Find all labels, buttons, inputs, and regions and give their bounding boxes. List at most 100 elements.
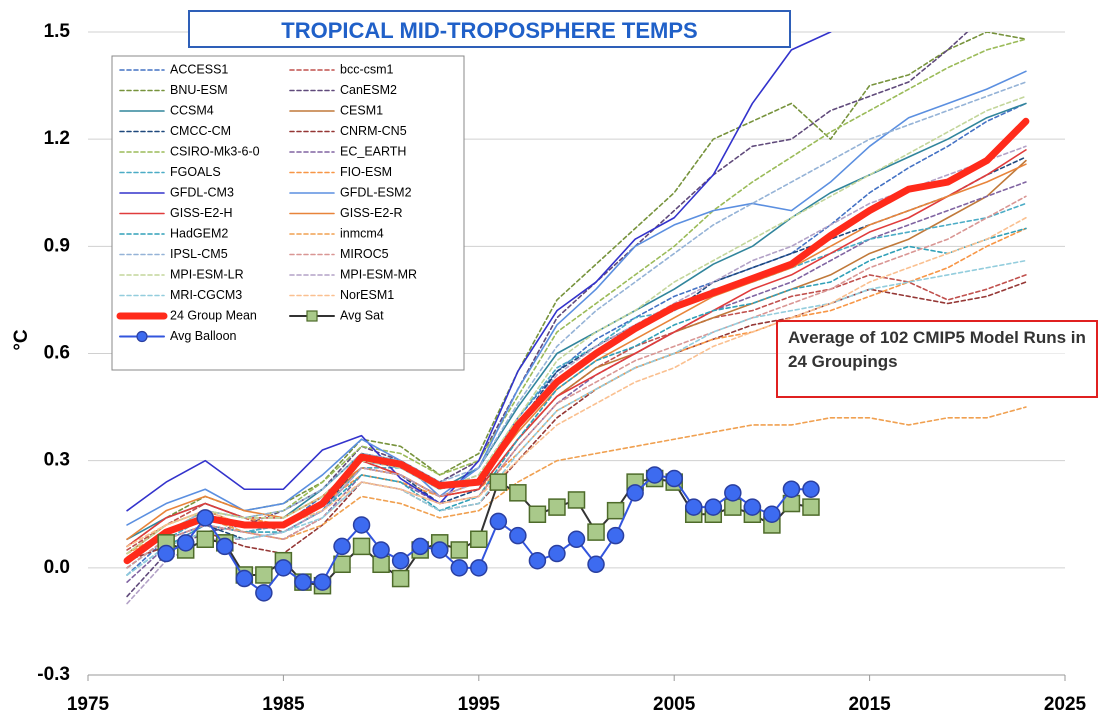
marker bbox=[606, 501, 625, 520]
marker bbox=[743, 498, 762, 516]
y-tick-label: 0.0 bbox=[44, 557, 70, 578]
marker bbox=[450, 559, 469, 577]
marker bbox=[411, 537, 429, 556]
marker bbox=[294, 573, 312, 591]
marker bbox=[470, 559, 488, 577]
legend-label: CCSM4 bbox=[170, 103, 214, 117]
series-line bbox=[126, 32, 832, 512]
legend-label: CSIRO-Mk3-6-0 bbox=[170, 144, 260, 158]
series-line bbox=[126, 32, 969, 598]
marker bbox=[352, 537, 371, 556]
marker bbox=[567, 491, 586, 509]
legend-label: bcc-csm1 bbox=[340, 62, 394, 76]
x-tick-label: 2015 bbox=[848, 694, 891, 715]
marker bbox=[372, 541, 390, 559]
marker bbox=[802, 480, 820, 498]
marker bbox=[684, 498, 703, 516]
marker bbox=[802, 498, 820, 516]
marker bbox=[352, 516, 371, 534]
annotation: Average of 102 CMIP5 Model Runs in 24 Gr… bbox=[776, 320, 1098, 398]
series-line bbox=[165, 473, 812, 594]
marker bbox=[724, 484, 742, 502]
legend-label: ACCESS1 bbox=[170, 62, 228, 76]
series-line bbox=[126, 195, 1027, 569]
legend-label: MPI-ESM-MR bbox=[340, 267, 417, 281]
legend-label: NorESM1 bbox=[340, 288, 394, 302]
legend-label: GFDL-CM3 bbox=[170, 185, 234, 199]
series-line bbox=[126, 227, 1027, 576]
x-tick-label: 1985 bbox=[262, 694, 305, 715]
marker bbox=[255, 566, 273, 584]
y-tick-label: 0.6 bbox=[44, 343, 70, 364]
series-line bbox=[126, 81, 1027, 562]
marker bbox=[216, 537, 234, 556]
marker bbox=[274, 559, 293, 577]
marker bbox=[587, 555, 605, 574]
legend-label: GISS-E2-H bbox=[170, 206, 233, 220]
marker bbox=[528, 505, 547, 523]
marker bbox=[391, 569, 410, 588]
legend-label: inmcm4 bbox=[340, 226, 384, 240]
legend-label: 24 Group Mean bbox=[170, 308, 257, 322]
legend-label: CMCC-CM bbox=[170, 124, 231, 138]
legend-label: MPI-ESM-LR bbox=[170, 267, 244, 281]
series-line bbox=[126, 70, 1027, 526]
y-tick-label: -0.3 bbox=[37, 664, 70, 685]
marker bbox=[509, 484, 527, 502]
marker bbox=[235, 569, 254, 588]
marker bbox=[704, 498, 723, 516]
legend-marker-shape bbox=[306, 310, 318, 322]
marker bbox=[665, 469, 683, 488]
marker bbox=[548, 544, 566, 563]
series-line bbox=[123, 117, 1030, 565]
marker bbox=[763, 505, 781, 523]
series-line bbox=[126, 38, 1027, 558]
marker bbox=[196, 530, 214, 549]
series-line bbox=[165, 477, 812, 587]
legend-label: EC_EARTH bbox=[340, 144, 406, 158]
legend-label: CNRM-CN5 bbox=[340, 124, 407, 138]
x-tick-label: 1995 bbox=[458, 694, 501, 715]
legend-label: MIROC5 bbox=[340, 247, 389, 261]
marker bbox=[489, 473, 508, 491]
marker bbox=[157, 544, 175, 563]
marker bbox=[255, 584, 273, 602]
legend-label: GISS-E2-R bbox=[340, 206, 403, 220]
legend-label: CESM1 bbox=[340, 103, 383, 117]
x-tick-label: 1975 bbox=[67, 694, 110, 715]
marker bbox=[587, 523, 605, 541]
plot bbox=[123, 32, 1030, 605]
marker bbox=[430, 541, 449, 559]
legend-label: Avg Sat bbox=[340, 308, 384, 322]
marker bbox=[313, 573, 332, 591]
marker bbox=[626, 484, 644, 502]
marker bbox=[528, 551, 547, 570]
y-tick-label: 1.5 bbox=[44, 21, 71, 42]
marker bbox=[333, 555, 351, 574]
legend-marker-shape bbox=[136, 330, 148, 343]
legend-label: IPSL-CM5 bbox=[170, 247, 228, 261]
y-tick-label: 0.9 bbox=[44, 235, 70, 256]
series-line bbox=[126, 95, 1027, 555]
x-tick-label: 2005 bbox=[653, 694, 696, 715]
legend-label: FIO-ESM bbox=[340, 165, 392, 179]
marker bbox=[509, 526, 527, 545]
chart-title: TROPICAL MID-TROPOSPHERE TEMPS bbox=[188, 10, 791, 48]
y-axis-label: °C bbox=[11, 329, 32, 351]
legend-label: GFDL-ESM2 bbox=[340, 185, 412, 199]
y-tick-label: 1.2 bbox=[44, 128, 70, 149]
marker bbox=[606, 526, 625, 545]
marker bbox=[645, 466, 664, 484]
y-tick-label: 0.3 bbox=[44, 450, 70, 471]
marker bbox=[470, 530, 488, 549]
legend-label: HadGEM2 bbox=[170, 226, 228, 240]
marker bbox=[782, 480, 801, 498]
legend: ACCESS1 bcc-csm1 BNU-ESM CanESM2 CCSM4 CESM1 C… bbox=[111, 55, 465, 371]
series-line bbox=[126, 259, 1027, 576]
x-tick-label: 2025 bbox=[1044, 694, 1087, 715]
legend-marker bbox=[136, 330, 148, 343]
legend-label: FGOALS bbox=[170, 165, 221, 179]
legend-label: MRI-CGCM3 bbox=[170, 288, 242, 302]
